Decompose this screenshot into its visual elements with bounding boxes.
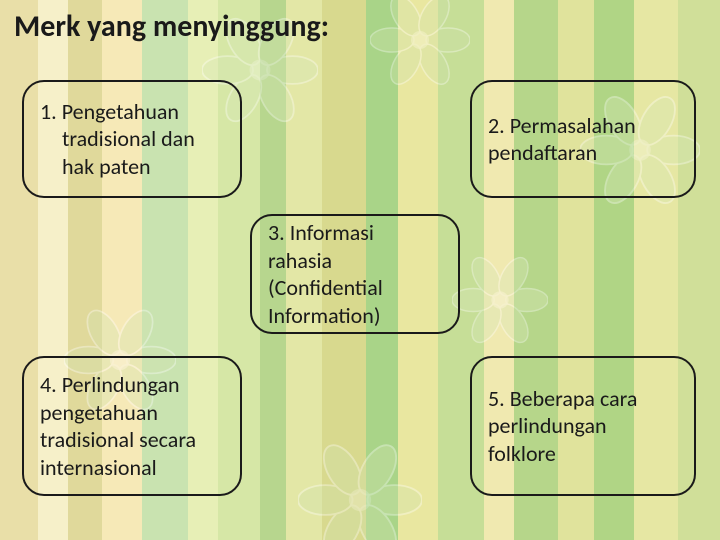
box-3-line4: Information) (268, 302, 381, 329)
box-3-line2: rahasia (268, 247, 332, 274)
box-5-line1: Beberapa cara (510, 385, 638, 412)
box-4-text: 4. Perlindungan pengetahuan tradisional … (40, 371, 196, 481)
box-3-line3: (Confidential (268, 274, 383, 301)
box-4-num: 4. (40, 371, 57, 398)
box-1-num: 1. (40, 98, 57, 125)
box-1-line1: Pengetahuan (62, 98, 179, 125)
box-1-text: 1. Pengetahuan tradisional dan hak paten (40, 98, 195, 181)
box-3-line1: Informasi (290, 219, 374, 246)
box-5-line3: folklore (488, 440, 556, 467)
box-2-text: 2. Permasalahan pendaftaran (488, 112, 636, 167)
box-4-line1: Perlindungan (62, 371, 180, 398)
box-1-line2: tradisional dan (40, 125, 195, 153)
box-5-text: 5. Beberapa cara perlindungan folklore (488, 385, 637, 468)
box-4-line2: pengetahuan (40, 399, 158, 426)
box-5: 5. Beberapa cara perlindungan folklore (470, 356, 696, 496)
box-1: 1. Pengetahuan tradisional dan hak paten (22, 80, 242, 198)
slide-content: Merk yang menyinggung: 1. Pengetahuan tr… (0, 0, 720, 540)
box-4-line3: tradisional secara (40, 426, 196, 453)
box-1-line3: hak paten (40, 153, 195, 181)
box-2-num: 2. (488, 112, 505, 139)
box-3: 3. Informasi rahasia (Confidential Infor… (250, 214, 460, 334)
box-4: 4. Perlindungan pengetahuan tradisional … (22, 356, 242, 496)
box-4-line4: internasional (40, 454, 157, 481)
slide-title: Merk yang menyinggung: (14, 8, 329, 45)
box-2-line1: Permasalahan (510, 112, 636, 139)
box-3-text: 3. Informasi rahasia (Confidential Infor… (268, 219, 383, 329)
box-2-line2: pendaftaran (488, 139, 597, 166)
box-3-num: 3. (268, 219, 285, 246)
box-5-num: 5. (488, 385, 505, 412)
box-5-line2: perlindungan (488, 412, 607, 439)
box-2: 2. Permasalahan pendaftaran (470, 80, 696, 198)
